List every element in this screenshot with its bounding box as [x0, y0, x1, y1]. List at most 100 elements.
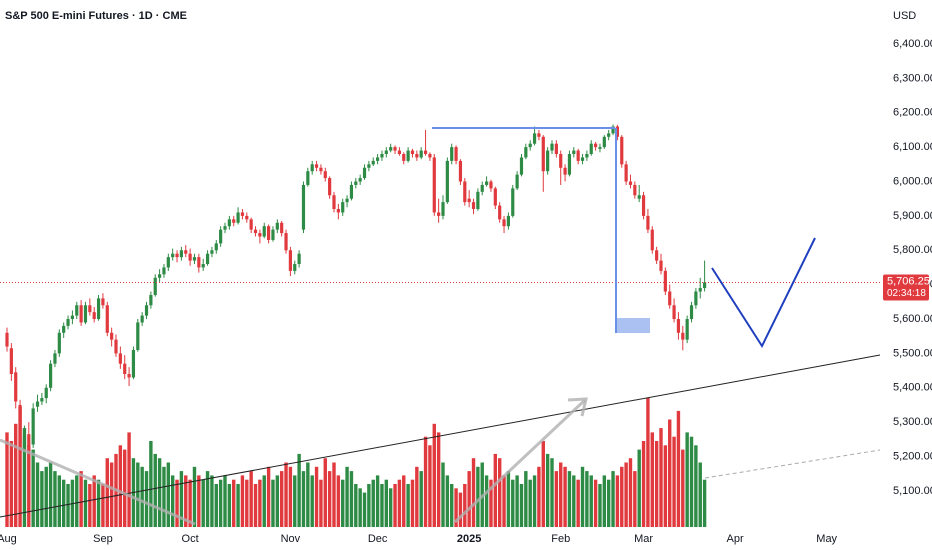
volume-bar [681, 449, 685, 527]
volume-bar [450, 484, 454, 527]
volume-bar [192, 466, 197, 527]
volume-bar [210, 475, 214, 527]
dashed-line [704, 449, 881, 479]
candle-body [450, 147, 454, 161]
volume-bar [550, 458, 554, 527]
volume-bar [650, 432, 654, 527]
volume-bar [419, 471, 423, 527]
candle-body [297, 253, 301, 265]
volume-bar [598, 484, 602, 527]
volume-bar [5, 432, 9, 527]
volume-bar [236, 484, 240, 527]
candle-body [371, 160, 375, 165]
candle-body [192, 257, 197, 261]
volume-bar [162, 466, 166, 527]
candle-body [689, 305, 694, 320]
candle-body [140, 315, 144, 323]
candle-body [441, 202, 445, 216]
volume-bar [109, 462, 114, 527]
candle-body [88, 305, 92, 313]
volume-bar [659, 428, 663, 527]
candle-body [57, 332, 61, 354]
candle-body [349, 184, 354, 199]
volume-bar [314, 466, 319, 527]
volume-bar [585, 471, 589, 527]
volume-bar [559, 462, 563, 527]
candle-body [506, 215, 510, 227]
candle-body [249, 219, 253, 230]
candle-body [624, 164, 628, 182]
candle-body [637, 195, 641, 199]
trend-line [0, 354, 881, 518]
candle-body [676, 319, 681, 333]
y-tick-label: 6,100.00 [893, 141, 932, 153]
volume-bar [105, 458, 109, 527]
x-tick-label: Dec [368, 533, 388, 545]
candle-body [149, 294, 153, 306]
volume-bar [149, 441, 153, 527]
candle-body [166, 257, 170, 268]
volume-bar [31, 449, 35, 527]
candle-body [598, 147, 602, 149]
candle-body [210, 250, 214, 254]
candle-body [158, 274, 162, 278]
candle-body [310, 164, 314, 172]
volume-bar [620, 466, 624, 527]
volume-bar [606, 479, 611, 527]
volume-bar [646, 398, 650, 527]
volume-bar [293, 475, 297, 527]
candle-body [49, 363, 53, 388]
candle-body [179, 250, 183, 258]
volume-bar [633, 471, 637, 527]
volume-bar [75, 475, 79, 527]
volume-bar [589, 475, 593, 527]
volume-bar [83, 479, 88, 527]
candle-body [75, 305, 79, 316]
candle-body [258, 233, 262, 237]
candle-body [175, 253, 179, 258]
volume-bar [22, 428, 27, 527]
y-tick-label: 6,200.00 [893, 107, 932, 119]
volume-bar [218, 479, 223, 527]
candle-body [515, 174, 519, 189]
volume-bar [223, 475, 227, 527]
candle-body [476, 191, 480, 210]
volume-bar [232, 479, 236, 527]
volume-bar [602, 475, 607, 527]
volume-bar [563, 466, 567, 527]
volume-bar [432, 423, 436, 527]
volume-bar [306, 462, 310, 527]
volume-bar [654, 441, 659, 527]
volume-bar [153, 453, 157, 527]
y-tick-label: 6,000.00 [893, 175, 932, 187]
volume-bar [284, 462, 288, 527]
volume-bar [336, 475, 341, 527]
volume-bar [332, 462, 336, 527]
candle-body [380, 154, 384, 158]
volume-bar [628, 458, 633, 527]
x-tick-label: Aug [0, 533, 17, 545]
candle-body [284, 233, 288, 251]
volume-bar [580, 466, 585, 527]
volume-bar [506, 471, 511, 527]
volume-bar [511, 479, 515, 527]
y-tick-label: 5,400.00 [893, 382, 932, 394]
volume-bar [537, 466, 541, 527]
volume-bar [279, 471, 284, 527]
volume-bar [61, 479, 66, 527]
volume-bar [393, 484, 397, 527]
candle-body [546, 150, 550, 172]
candle-body [323, 171, 327, 179]
candle-body [402, 154, 406, 161]
candle-layer [0, 124, 880, 460]
volume-bar [541, 441, 545, 527]
volume-bar [92, 475, 96, 527]
volume-bar [253, 484, 258, 527]
candle-body [83, 305, 88, 323]
volume-bar [685, 432, 689, 527]
volume-bar [484, 475, 489, 527]
candle-body [589, 143, 593, 155]
candle-body [537, 133, 541, 137]
